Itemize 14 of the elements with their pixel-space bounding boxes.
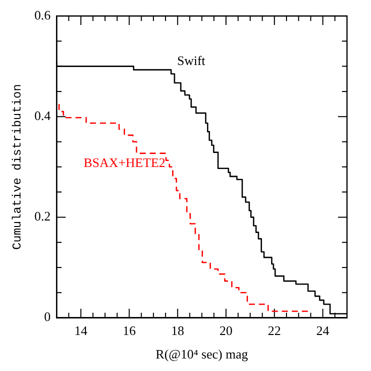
y-axis-title: Cumulative distribution — [10, 84, 24, 250]
x-tick-label: 16 — [122, 323, 136, 338]
y-tick-label: 0 — [44, 309, 51, 324]
series-label: Swift — [177, 53, 206, 68]
x-tick-label: 14 — [74, 323, 88, 338]
y-tick-label: 0.4 — [34, 108, 52, 124]
x-tick-label: 20 — [220, 323, 233, 338]
y-tick-label: 0.6 — [34, 7, 52, 22]
series-label: BSAX+HETE2 — [84, 155, 166, 170]
x-axis-title: R(@10⁴ sec) mag — [156, 346, 248, 362]
y-tick-label: 0.2 — [34, 208, 51, 224]
x-tick-label: 22 — [268, 323, 281, 338]
x-tick-label: 24 — [316, 323, 330, 338]
x-tick-label: 18 — [171, 323, 184, 338]
